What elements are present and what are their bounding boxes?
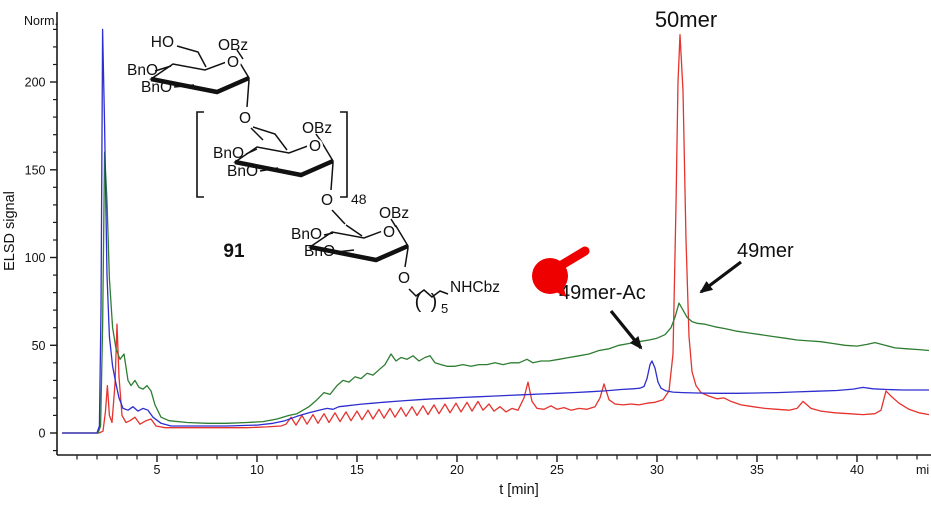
x-axis-unit-label: mi bbox=[916, 463, 929, 477]
label-r1-bno-a: BnO bbox=[127, 62, 158, 79]
bond-l1-tail bbox=[250, 127, 264, 141]
y-axis-title: ELSD signal bbox=[2, 191, 18, 271]
bracket-left bbox=[196, 111, 204, 198]
label-r2-ring-o: O bbox=[309, 138, 321, 155]
x-tick-label: 20 bbox=[450, 463, 464, 477]
label-repeat-48: 48 bbox=[351, 191, 367, 207]
bond-r3-anomeric bbox=[404, 247, 409, 268]
y-tick-label: 50 bbox=[32, 339, 46, 353]
label-r2-bno-a: BnO bbox=[213, 145, 244, 162]
label-r1-bno-b: BnO bbox=[141, 79, 172, 96]
label-r2-obz: OBz bbox=[302, 120, 332, 137]
arrow-49mer-ac bbox=[609, 309, 643, 350]
label-r3-ring-o: O bbox=[383, 224, 395, 241]
y-tick-label: 200 bbox=[25, 76, 46, 90]
x-axis-title: t [min] bbox=[499, 482, 538, 498]
label-r2-bno-b: BnO bbox=[227, 163, 258, 180]
label-49mer-ac: 49mer-Ac bbox=[559, 282, 646, 304]
bond-r3-bno-a bbox=[323, 232, 334, 236]
trace-green bbox=[62, 151, 930, 434]
bond-r3-obz bbox=[390, 218, 397, 228]
axis-ticks: 200 150 100 50 0 5 10 15 20 25 30 35 40 bbox=[25, 28, 918, 477]
x-tick-label: 25 bbox=[550, 463, 564, 477]
bond-r1-anomeric bbox=[246, 79, 250, 108]
label-compound-91: 91 bbox=[223, 241, 245, 262]
bracket-right bbox=[340, 111, 348, 198]
bond-r2-obz bbox=[315, 133, 322, 142]
x-tick-label: 40 bbox=[850, 463, 864, 477]
label-49mer: 49mer bbox=[737, 240, 794, 262]
y-tick-label: 100 bbox=[25, 251, 46, 265]
sugar-ring-1-bold-edge bbox=[150, 75, 250, 95]
bond-r3-bno-b bbox=[336, 249, 355, 253]
trace-red bbox=[62, 33, 930, 434]
y-axis: Norm. ELSD signal bbox=[2, 12, 58, 455]
chromatogram-traces bbox=[62, 28, 930, 434]
bond-r1-obz bbox=[236, 49, 244, 60]
bond-r1-bno-a bbox=[154, 65, 172, 72]
red-marker-icon bbox=[532, 246, 590, 297]
sugar-ring-2-bold-edge bbox=[234, 158, 334, 178]
structure-inset: HO OBz O BnO BnO O OBz O BnO BnO O 48 OB… bbox=[127, 34, 500, 316]
label-r1-obz: OBz bbox=[218, 37, 248, 54]
label-chain-5: 5 bbox=[441, 301, 448, 316]
bond-pentyl-chain bbox=[408, 288, 449, 298]
label-nhcbz: NHCbz bbox=[450, 279, 500, 296]
bond-l2-tail bbox=[331, 209, 346, 225]
structure-bonds bbox=[149, 45, 449, 298]
bond-r3-c6-arm bbox=[345, 224, 363, 237]
x-tick-label: 10 bbox=[250, 463, 264, 477]
bond-r2-c6-arm bbox=[252, 126, 288, 151]
y-tick-label: 150 bbox=[25, 163, 46, 177]
label-paren-open: ( bbox=[415, 291, 422, 313]
label-r3-bno-b: BnO bbox=[304, 243, 335, 260]
label-l3-o: O bbox=[398, 270, 410, 287]
x-tick-label: 35 bbox=[750, 463, 764, 477]
label-r1-ring-o: O bbox=[227, 54, 239, 71]
x-axis: t [min] mi bbox=[57, 454, 931, 498]
label-ho: HO bbox=[151, 34, 174, 51]
label-l2-o: O bbox=[321, 192, 333, 209]
x-tick-label: 15 bbox=[350, 463, 364, 477]
label-masks bbox=[225, 54, 412, 286]
arrow-49mer bbox=[699, 260, 742, 294]
label-paren-close: ) bbox=[431, 291, 438, 313]
bond-r2-bno-a bbox=[245, 148, 258, 155]
x-tick-label: 5 bbox=[154, 463, 161, 477]
label-50mer: 50mer bbox=[655, 7, 717, 32]
label-r3-bno-a: BnO bbox=[291, 226, 322, 243]
structure-labels: HO OBz O BnO BnO O OBz O BnO BnO O 48 OB… bbox=[127, 34, 500, 316]
bond-r2-anomeric bbox=[330, 162, 334, 191]
bond-r2-bno-b bbox=[259, 167, 279, 172]
trace-blue bbox=[62, 28, 929, 434]
label-r3-obz: OBz bbox=[379, 205, 409, 222]
x-tick-label: 30 bbox=[650, 463, 664, 477]
peak-annotations: 50mer 49mer 49mer-Ac bbox=[532, 7, 794, 350]
sugar-ring-3-bold-edge bbox=[309, 243, 409, 263]
bond-ho-arm bbox=[176, 45, 207, 68]
y-tick-label: 0 bbox=[39, 427, 46, 441]
label-l1-o: O bbox=[239, 110, 251, 127]
bond-r1-bno-b bbox=[173, 84, 195, 88]
norm-label: Norm. bbox=[24, 14, 58, 28]
